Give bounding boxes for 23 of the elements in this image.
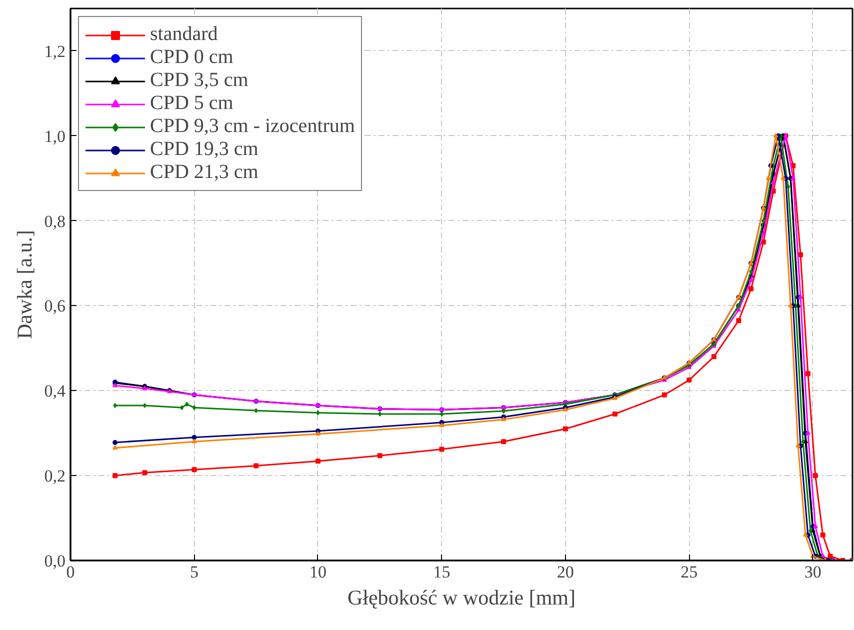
x-tick-label: 25	[680, 562, 698, 582]
legend-label: CPD 5 cm	[150, 92, 234, 115]
x-tick-label: 5	[190, 562, 198, 582]
x-tick-label: 10	[309, 562, 326, 582]
legend-label: CPD 19,3 cm	[150, 138, 258, 161]
x-tick-label: 15	[433, 562, 450, 582]
y-tick-label: 1,0	[44, 126, 66, 146]
y-tick-label: 0,4	[44, 382, 66, 401]
y-axis-title: Dawka [a.u.]	[12, 230, 36, 340]
x-tick-label: 20	[556, 562, 574, 582]
y-tick-label: 0,8	[44, 212, 66, 231]
legend-label: CPD 21,3 cm	[150, 161, 258, 184]
y-tick-label: 0,2	[44, 466, 66, 486]
y-tick-label: 0,6	[44, 296, 66, 316]
legend-label: CPD 3,5 cm	[150, 69, 248, 92]
legend-label: CPD 0 cm	[150, 46, 234, 69]
legend-label: standard	[150, 23, 218, 46]
x-tick-label: 0	[66, 562, 75, 582]
x-axis-title: Głębokość w wodzie [mm]	[347, 586, 576, 610]
legend-label: CPD 9,3 cm - izocentrum	[150, 115, 355, 138]
y-tick-label: 1,2	[44, 42, 66, 61]
y-tick-label: 0,0	[44, 552, 66, 570]
x-tick-label: 30	[804, 562, 822, 582]
